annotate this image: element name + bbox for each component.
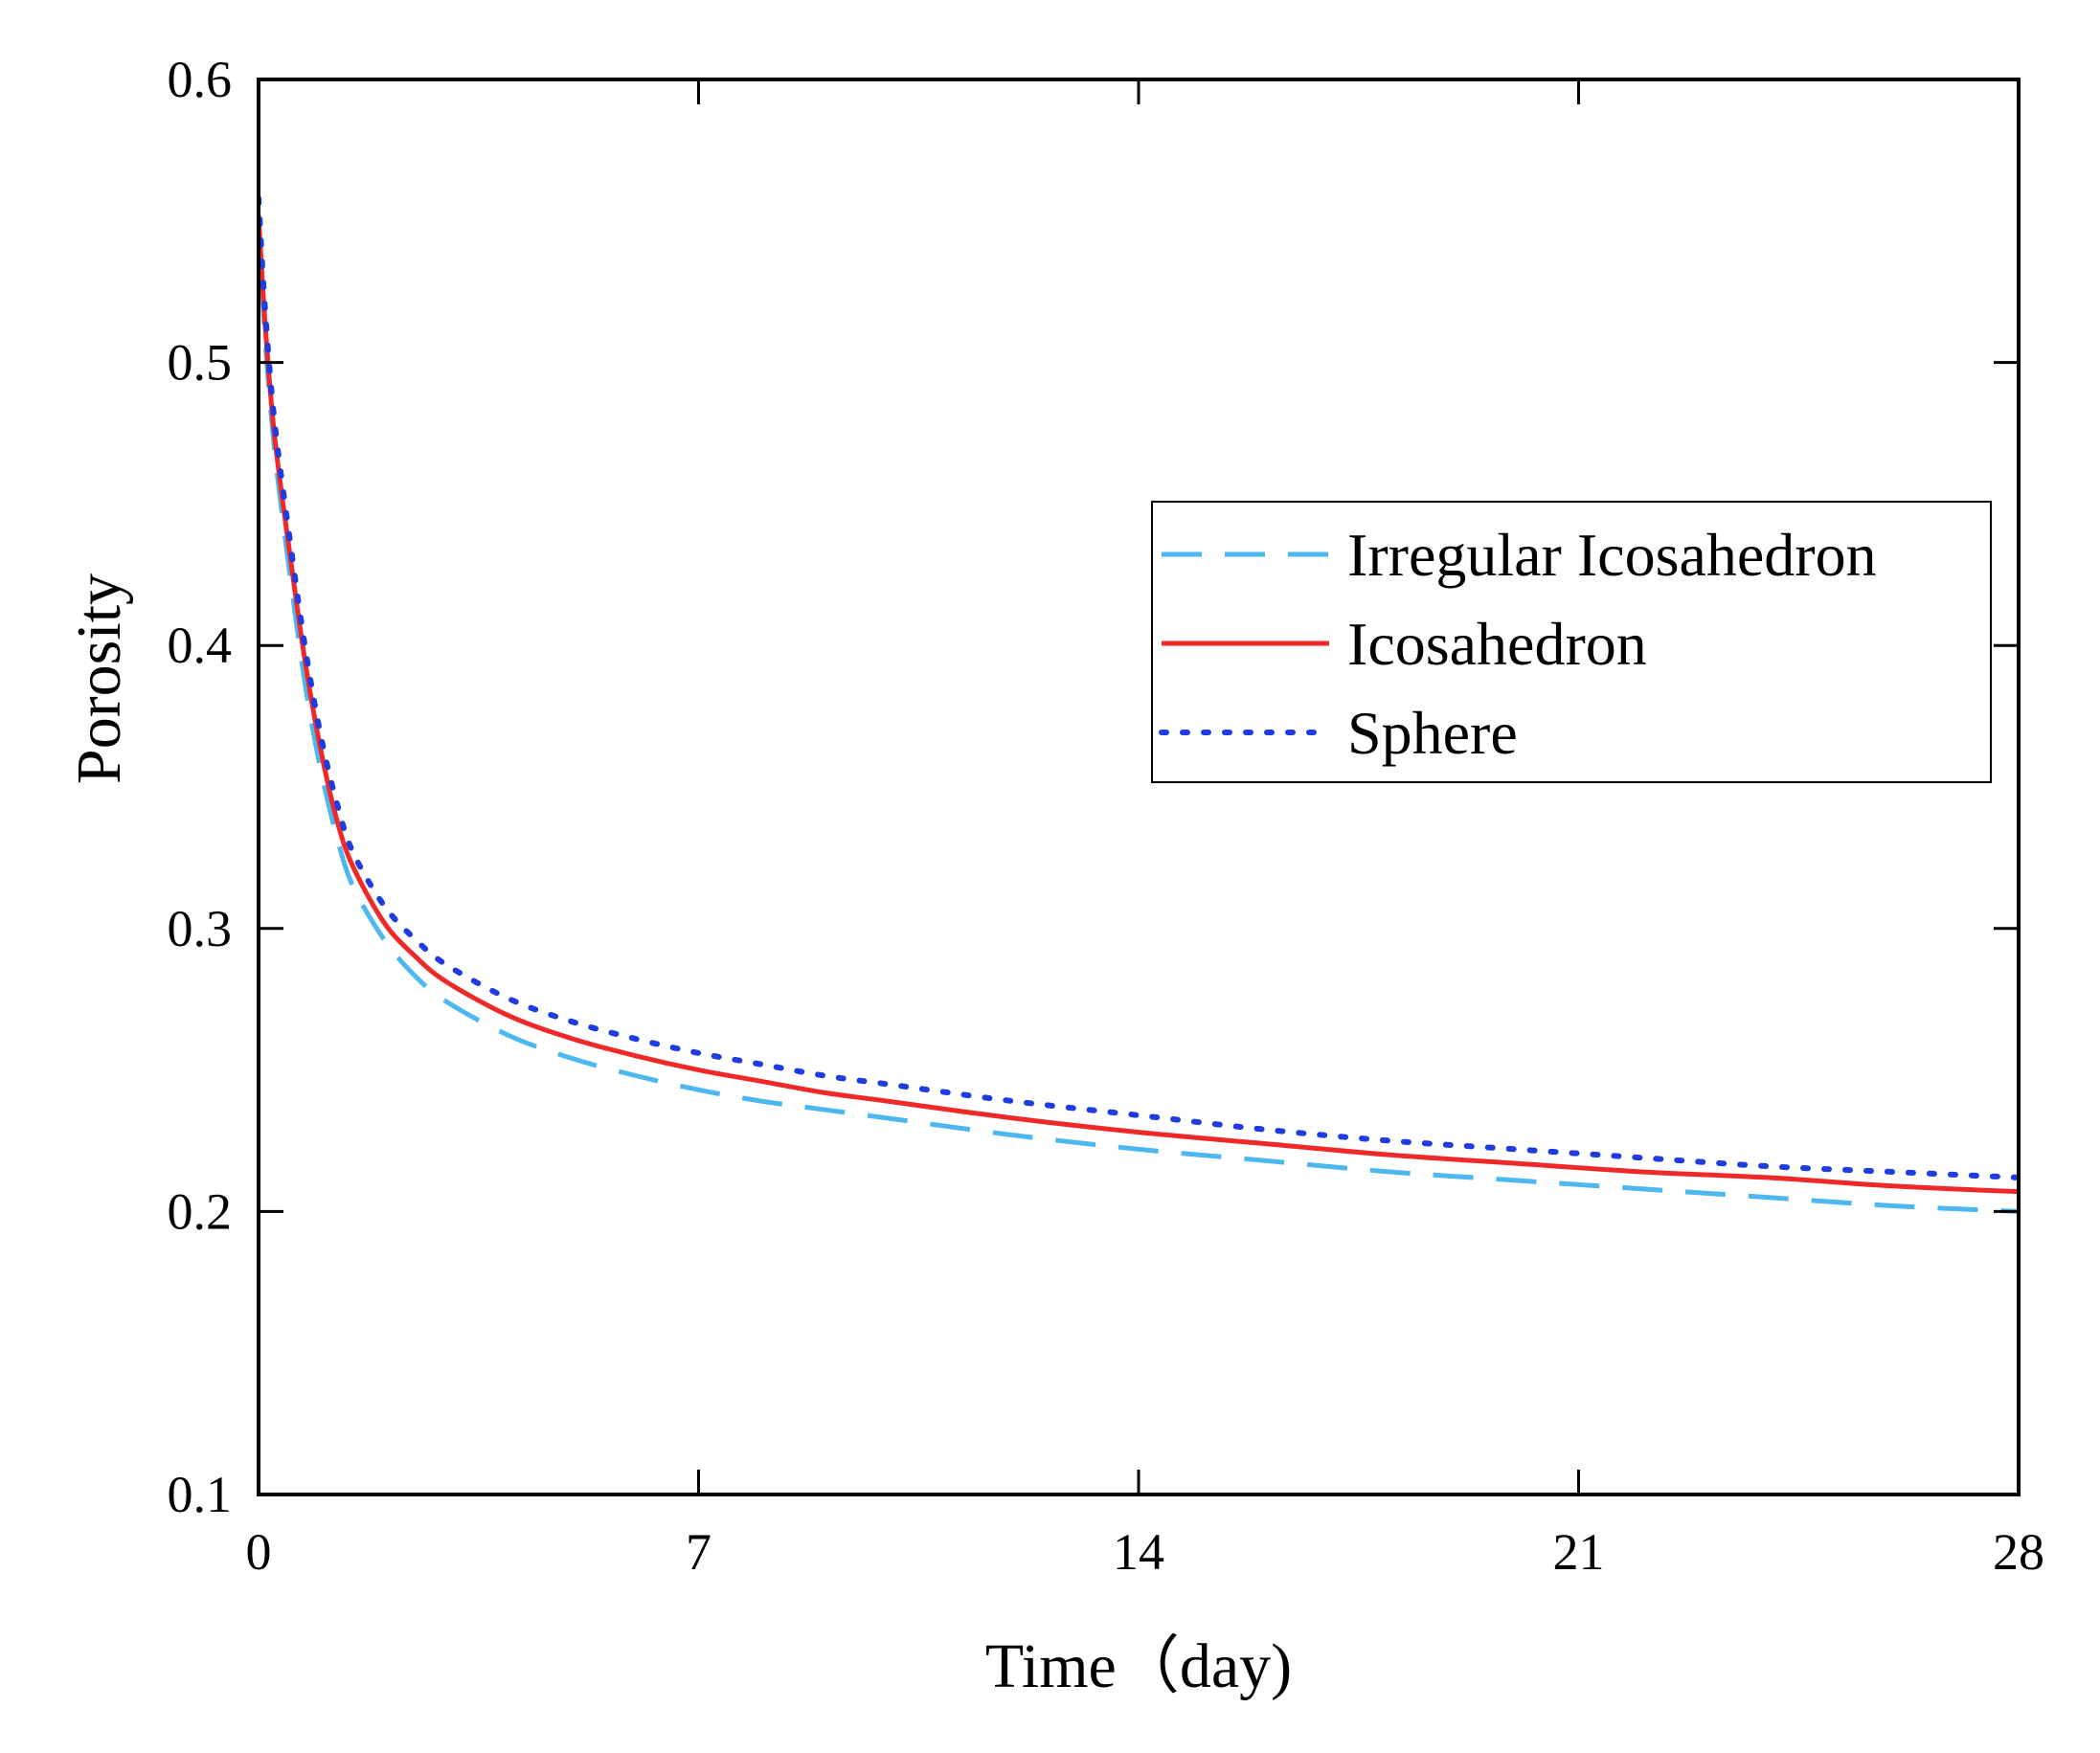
y-tick-label: 0.6 [168, 51, 233, 108]
y-tick-label: 0.4 [168, 617, 233, 674]
x-tick-label: 0 [246, 1523, 272, 1581]
series-line-sphere [259, 195, 2019, 1180]
series-line-irregular-icosahedron [259, 220, 2019, 1214]
y-axis-title: Porosity [64, 573, 134, 784]
legend: Irregular Icosahedron Icosahedron Sphere [1151, 501, 1992, 783]
legend-label: Irregular Icosahedron [1347, 521, 1877, 589]
y-tick-label: 0.2 [168, 1182, 233, 1240]
labels-layer: 0 7 14 21 28 0.1 0.2 0.3 0.4 0.5 0.6 [168, 51, 2045, 1581]
y-tick-label: 0.1 [168, 1466, 233, 1523]
x-axis-title: Time（day) [985, 1631, 1292, 1701]
y-tick-label: 0.3 [168, 900, 233, 957]
legend-label: Icosahedron [1347, 610, 1647, 678]
series-layer [259, 195, 2019, 1214]
plot-frame [257, 78, 2021, 1496]
legend-label: Sphere [1347, 699, 1518, 767]
x-tick-label: 28 [1993, 1523, 2044, 1581]
x-tick-label: 21 [1553, 1523, 1605, 1581]
y-tick-label: 0.5 [168, 334, 233, 392]
x-tick-label: 7 [686, 1523, 711, 1581]
x-tick-label: 14 [1113, 1523, 1164, 1581]
ticks-layer [257, 78, 2021, 1496]
